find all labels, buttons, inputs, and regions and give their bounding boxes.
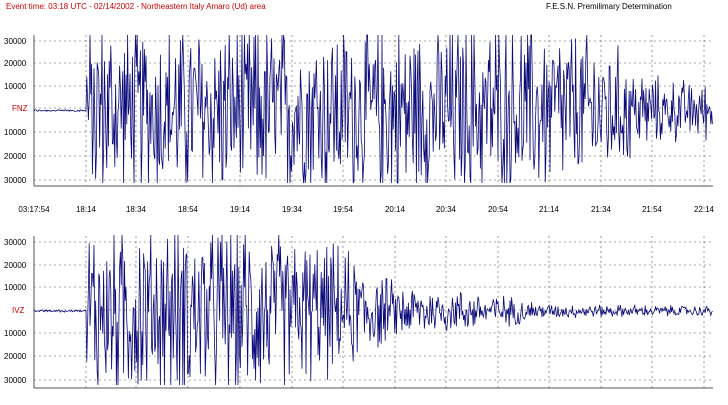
channel-label: FNZ	[12, 104, 28, 113]
y-tick-label: 10000	[4, 128, 27, 137]
y-tick-label: 20000	[4, 59, 27, 68]
x-tick-label: 20:34	[436, 205, 457, 214]
y-tick-label: 20000	[4, 152, 27, 161]
ivz-panel: 30000 20000 10000 IVZ 10000 20000 30000	[4, 234, 713, 389]
x-tick-label: 18:34	[126, 205, 147, 214]
fnz-panel: 30000 20000 10000 FNZ 10000 20000 30000 03:17:5…	[4, 34, 715, 214]
x-tick-label: 21:14	[539, 205, 560, 214]
x-tick-label: 19:34	[282, 205, 303, 214]
x-tick-label: 20:14	[385, 205, 406, 214]
x-tick-label: 22:14	[694, 205, 715, 214]
y-tick-label: 30000	[4, 37, 27, 46]
x-tick-label: 18:54	[178, 205, 199, 214]
seismic-trace	[33, 34, 713, 184]
event-title: Event time: 03:18 UTC - 02/14/2002 - Nor…	[6, 2, 266, 11]
y-tick-label: 10000	[4, 283, 27, 292]
y-tick-label: 20000	[4, 352, 27, 361]
x-tick-label: 21:34	[591, 205, 612, 214]
x-tick-label: 21:54	[642, 205, 663, 214]
y-tick-label: 10000	[4, 82, 27, 91]
channel-label: IVZ	[12, 306, 25, 315]
x-tick-label: 19:54	[333, 205, 354, 214]
x-tick-label: 19:14	[230, 205, 251, 214]
y-tick-label: 10000	[4, 329, 27, 338]
y-tick-label: 30000	[4, 376, 27, 385]
agency-label: F.E.S.N. Premilimary Determination	[546, 2, 672, 11]
x-tick-label: 20:54	[488, 205, 509, 214]
seismic-trace	[33, 234, 713, 386]
x-tick-label: 03:17:54	[18, 205, 50, 214]
y-tick-label: 20000	[4, 261, 27, 270]
x-tick-label: 18:14	[76, 205, 97, 214]
y-tick-label: 30000	[4, 176, 27, 185]
y-tick-label: 30000	[4, 238, 27, 247]
